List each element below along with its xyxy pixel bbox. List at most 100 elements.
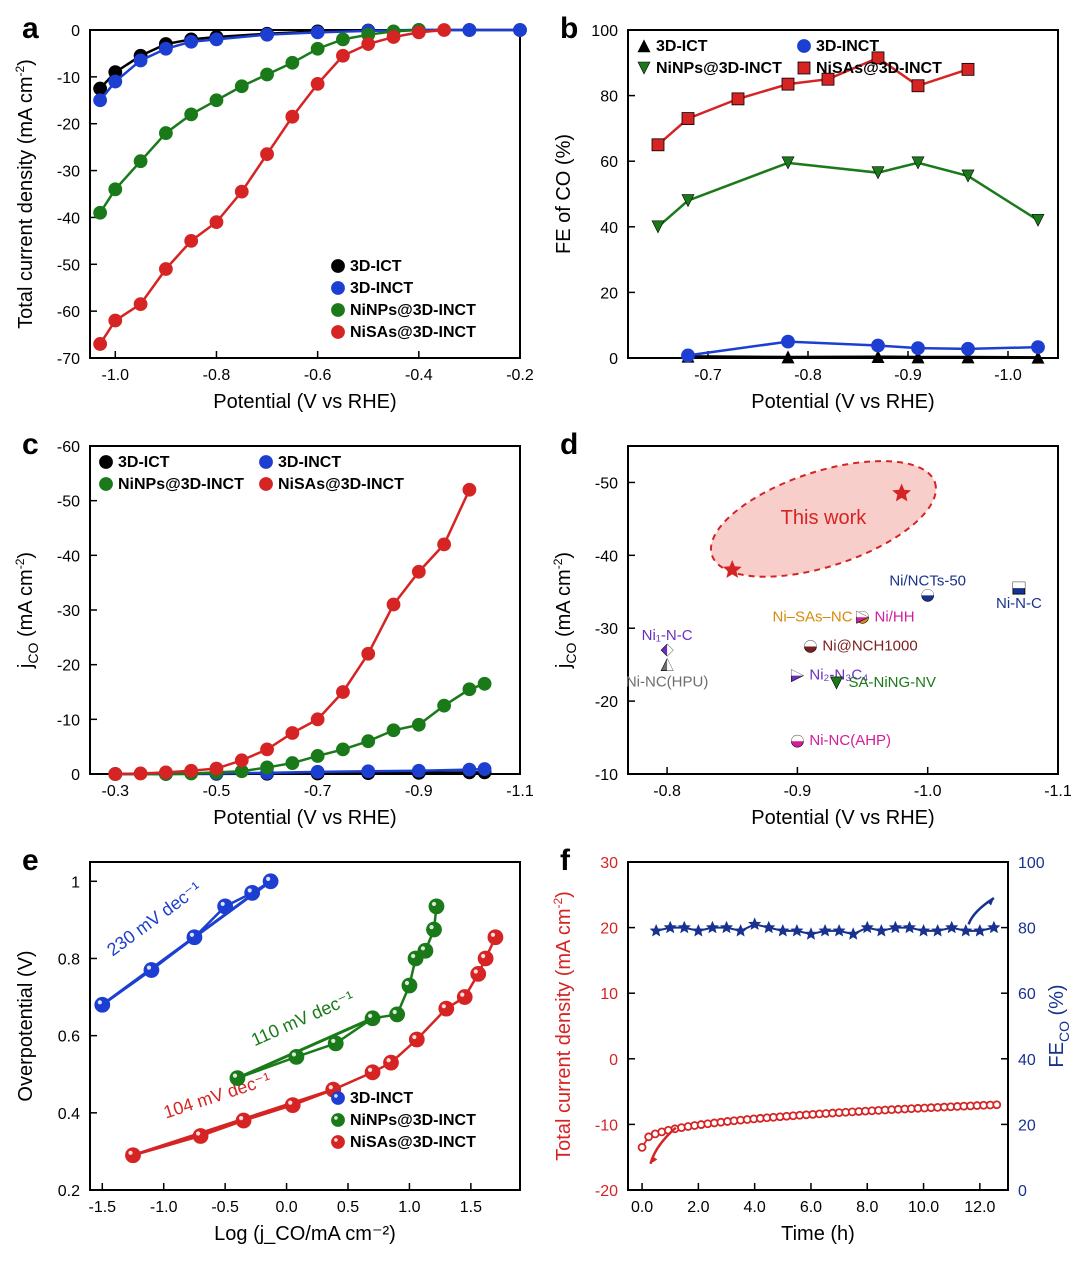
scatter-label: Ni/HH: [875, 608, 915, 625]
svg-text:-1.0: -1.0: [150, 1199, 178, 1216]
svg-text:-30: -30: [57, 164, 80, 181]
scatter-label: SA-NiNG-NV: [848, 674, 936, 691]
svg-text:60: 60: [600, 154, 618, 171]
svg-text:jCO (mA cm-2): jCO (mA cm-2): [13, 552, 41, 669]
svg-text:Potential (V vs RHE): Potential (V vs RHE): [751, 807, 934, 829]
svg-text:-70: -70: [57, 351, 80, 368]
svg-text:-0.5: -0.5: [211, 1199, 239, 1216]
legend-label: NiSAs@3D-INCT: [350, 1134, 476, 1151]
svg-text:100: 100: [1018, 855, 1045, 872]
svg-text:80: 80: [1018, 921, 1036, 938]
svg-text:20: 20: [600, 921, 618, 938]
scatter-label: Ni-N-C: [996, 595, 1042, 612]
svg-text:-0.9: -0.9: [784, 783, 812, 800]
svg-text:-1.1: -1.1: [506, 783, 534, 800]
panel-letter: e: [22, 844, 39, 877]
svg-text:-0.5: -0.5: [203, 783, 231, 800]
panel-letter: d: [560, 428, 578, 461]
svg-text:0.0: 0.0: [275, 1199, 297, 1216]
svg-text:2.0: 2.0: [687, 1199, 709, 1216]
legend: 3D-INCT NiNPs@3D-INCT NiSAs@3D-INCT: [332, 1090, 476, 1151]
svg-text:Overpotential (V): Overpotential (V): [15, 950, 37, 1101]
svg-text:Potential (V vs RHE): Potential (V vs RHE): [213, 807, 396, 829]
svg-text:0: 0: [71, 767, 80, 784]
svg-text:-50: -50: [595, 475, 618, 492]
legend-label: 3D-INCT: [350, 280, 413, 297]
panel-c: c-0.3-0.5-0.7-0.9-1.10-10-20-30-40-50-60…: [10, 426, 540, 834]
panel-container-d: d-0.8-0.9-1.0-1.1-10-20-30-40-50Potentia…: [548, 426, 1078, 834]
svg-text:1.5: 1.5: [460, 1199, 482, 1216]
svg-text:-20: -20: [595, 694, 618, 711]
svg-text:8.0: 8.0: [856, 1199, 878, 1216]
svg-text:230 mV dec⁻¹: 230 mV dec⁻¹: [103, 878, 205, 960]
panel-container-b: b-0.7-0.8-0.9-1.0020406080100Potential (…: [548, 10, 1078, 418]
svg-text:Potential (V vs RHE): Potential (V vs RHE): [213, 391, 396, 413]
svg-text:-1.5: -1.5: [88, 1199, 116, 1216]
svg-text:1.0: 1.0: [398, 1199, 420, 1216]
scatter-label: Ni-NC(AHP): [809, 732, 891, 749]
svg-text:-1.0: -1.0: [994, 367, 1022, 384]
svg-text:-40: -40: [57, 210, 80, 227]
panel-a: a-1.0-0.8-0.6-0.4-0.2-70-60-50-40-30-20-…: [10, 10, 540, 418]
svg-text:40: 40: [600, 220, 618, 237]
legend: 3D-ICT 3D-INCT NiNPs@3D-INCT NiSAs@3D-INCT: [332, 258, 476, 341]
svg-text:-1.0: -1.0: [102, 367, 130, 384]
svg-text:Total current density (mA cm-2: Total current density (mA cm-2): [13, 59, 37, 329]
panel-container-a: a-1.0-0.8-0.6-0.4-0.2-70-60-50-40-30-20-…: [10, 10, 540, 418]
svg-text:Potential (V vs RHE): Potential (V vs RHE): [751, 391, 934, 413]
svg-text:0.2: 0.2: [58, 1183, 80, 1200]
svg-text:12.0: 12.0: [964, 1199, 995, 1216]
svg-text:-0.3: -0.3: [102, 783, 130, 800]
legend-label: NiNPs@3D-INCT: [350, 302, 476, 319]
panel-d: d-0.8-0.9-1.0-1.1-10-20-30-40-50Potentia…: [548, 426, 1078, 834]
svg-text:Time (h): Time (h): [781, 1223, 855, 1245]
legend-label: NiNPs@3D-INCT: [656, 60, 782, 77]
svg-text:-20: -20: [57, 658, 80, 675]
panel-e: e-1.5-1.0-0.50.00.51.01.50.20.40.60.81Lo…: [10, 842, 540, 1250]
panel-letter: c: [22, 428, 39, 461]
scatter-label: Ni₁-N-C: [642, 627, 693, 644]
svg-text:-40: -40: [57, 548, 80, 565]
svg-text:30: 30: [600, 855, 618, 872]
scatter-label: Ni@NCH1000: [822, 637, 917, 654]
legend: 3D-ICT3D-INCTNiNPs@3D-INCTNiSAs@3D-INCT: [638, 38, 942, 77]
legend-label: NiNPs@3D-INCT: [350, 1112, 476, 1129]
svg-text:-1.1: -1.1: [1044, 783, 1072, 800]
svg-text:jCO (mA cm-2): jCO (mA cm-2): [551, 552, 579, 669]
svg-text:0.5: 0.5: [337, 1199, 359, 1216]
svg-text:-60: -60: [57, 439, 80, 456]
svg-text:-0.8: -0.8: [203, 367, 231, 384]
svg-text:1: 1: [71, 874, 80, 891]
svg-text:-1.0: -1.0: [914, 783, 942, 800]
svg-text:6.0: 6.0: [800, 1199, 822, 1216]
svg-text:-0.9: -0.9: [405, 783, 433, 800]
svg-text:-0.8: -0.8: [794, 367, 822, 384]
svg-text:20: 20: [600, 285, 618, 302]
legend: 3D-ICT3D-INCTNiNPs@3D-INCTNiSAs@3D-INCT: [100, 454, 404, 493]
svg-text:-10: -10: [595, 1117, 618, 1134]
svg-text:-10: -10: [595, 767, 618, 784]
svg-text:0: 0: [1018, 1183, 1027, 1200]
svg-text:20: 20: [1018, 1117, 1036, 1134]
svg-text:10: 10: [600, 986, 618, 1003]
svg-text:60: 60: [1018, 986, 1036, 1003]
svg-text:0: 0: [609, 1052, 618, 1069]
legend-label: 3D-INCT: [350, 1090, 413, 1107]
legend-label: 3D-INCT: [278, 454, 341, 471]
panel-letter: a: [22, 12, 39, 45]
panel-letter: f: [560, 844, 571, 877]
scatter-label: Ni–SAs–NC: [773, 608, 853, 625]
legend-label: NiSAs@3D-INCT: [278, 476, 404, 493]
legend-label: 3D-ICT: [350, 258, 402, 275]
svg-text:-0.4: -0.4: [405, 367, 433, 384]
legend-label: NiSAs@3D-INCT: [350, 324, 476, 341]
svg-text:0.0: 0.0: [631, 1199, 653, 1216]
svg-text:-50: -50: [57, 494, 80, 511]
svg-text:-10: -10: [57, 712, 80, 729]
svg-text:4.0: 4.0: [744, 1199, 766, 1216]
legend-label: 3D-INCT: [816, 38, 879, 55]
svg-text:-0.9: -0.9: [894, 367, 922, 384]
svg-text:0.4: 0.4: [58, 1106, 80, 1123]
panel-container-c: c-0.3-0.5-0.7-0.9-1.10-10-20-30-40-50-60…: [10, 426, 540, 834]
svg-text:FE of CO (%): FE of CO (%): [553, 134, 575, 254]
